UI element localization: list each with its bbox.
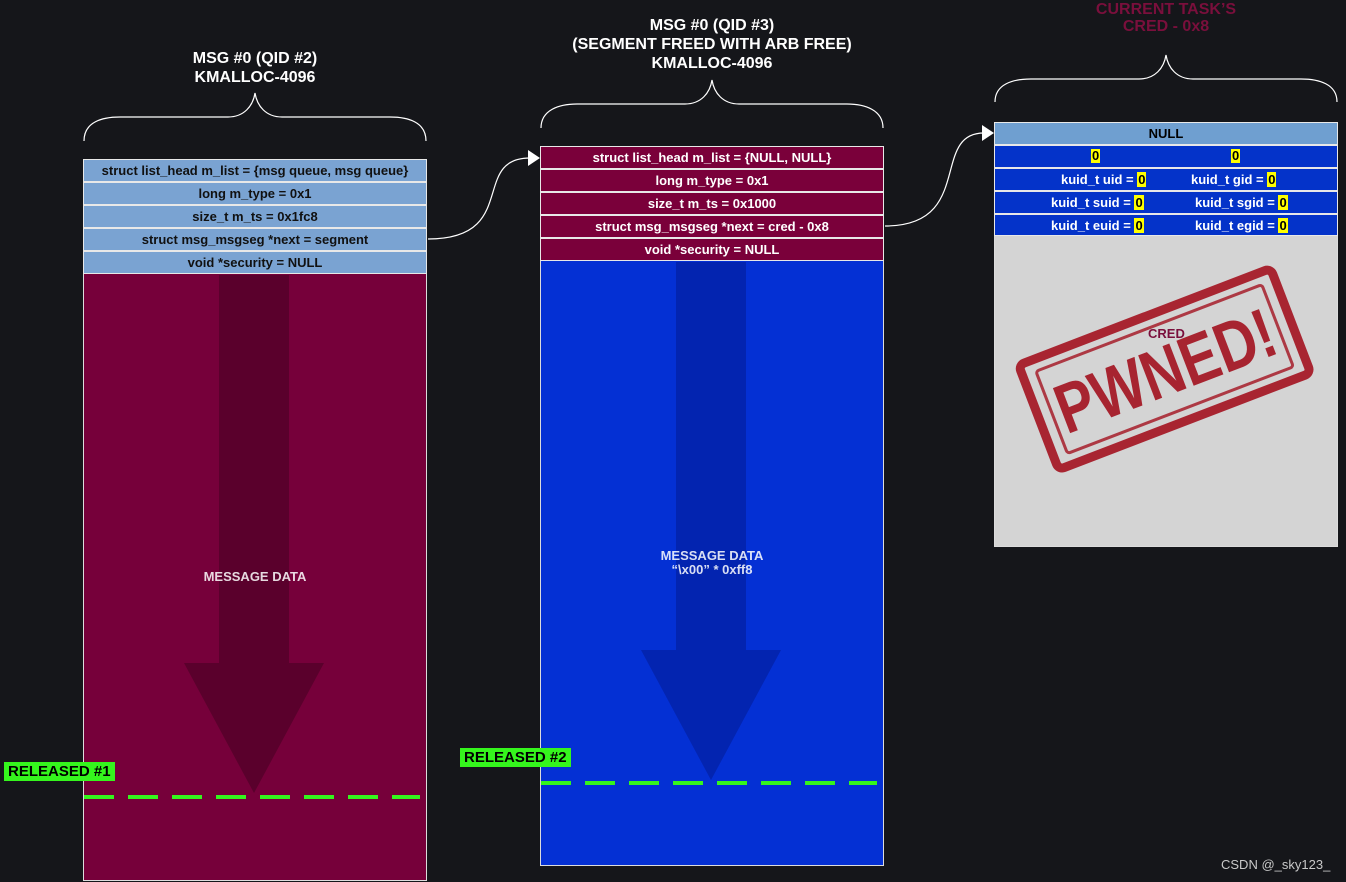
middle-field-security: void *security = NULL (540, 238, 884, 261)
left-field-security: void *security = NULL (83, 251, 427, 274)
middle-message-data-line1: MESSAGE DATA (660, 548, 764, 563)
next-pointer-1 (427, 157, 531, 240)
kuid-egid-value: 0 (1278, 218, 1288, 233)
right-title-line2: CRED - 0x8 (1122, 18, 1210, 35)
left-down-arrow (184, 275, 324, 793)
cred-zero-1: 0 (1091, 148, 1101, 163)
left-title-line1: MSG #0 (QID #2) (192, 50, 318, 67)
cred-suid-row: kuid_t suid = 0 kuid_t sgid = 0 (994, 191, 1338, 214)
kuid-gid-value: 0 (1267, 172, 1277, 187)
kuid-sgid-label: kuid_t sgid = (1195, 195, 1279, 210)
middle-field-m-ts: size_t m_ts = 0x1000 (540, 192, 884, 215)
cred-uid-row: kuid_t uid = 0 kuid_t gid = 0 (994, 168, 1338, 191)
kuid-sgid-value: 0 (1278, 195, 1288, 210)
pwned-stamp: PWNED! (1015, 265, 1314, 473)
middle-title-line1: MSG #0 (QID #3) (649, 17, 775, 34)
middle-title-line3: KMALLOC-4096 (651, 55, 773, 72)
kuid-suid-value: 0 (1134, 195, 1144, 210)
kuid-gid-label: kuid_t gid = (1191, 172, 1268, 187)
next-pointer-1-head (528, 150, 540, 166)
middle-field-m-type: long m_type = 0x1 (540, 169, 884, 192)
cred-label: CRED (1148, 326, 1185, 341)
kuid-uid-label: kuid_t uid = (1061, 172, 1138, 187)
next-pointer-2-head (982, 125, 994, 141)
middle-brace (540, 79, 884, 129)
left-field-m-ts: size_t m_ts = 0x1fc8 (83, 205, 427, 228)
left-title-line2: KMALLOC-4096 (194, 69, 316, 86)
kuid-euid-label: kuid_t euid = (1051, 218, 1135, 233)
right-brace (994, 54, 1338, 103)
kuid-suid-label: kuid_t suid = (1051, 195, 1135, 210)
middle-title: MSG #0 (QID #3) (SEGMENT FREED WITH ARB … (540, 16, 884, 73)
middle-field-next: struct msg_msgseg *next = cred - 0x8 (540, 215, 884, 238)
kuid-euid-value: 0 (1134, 218, 1144, 233)
right-title: CURRENT TASK’S CRED - 0x8 (994, 1, 1338, 35)
kuid-sgid: kuid_t sgid = 0 (1195, 192, 1288, 213)
left-message-data-label: MESSAGE DATA (203, 569, 307, 584)
kuid-uid-value: 0 (1137, 172, 1147, 187)
next-pointer-2 (884, 132, 985, 227)
cred-zero-2: 0 (1231, 148, 1241, 163)
middle-field-m-list: struct list_head m_list = {NULL, NULL} (540, 146, 884, 169)
kuid-euid: kuid_t euid = 0 (1051, 215, 1144, 236)
kuid-egid-label: kuid_t egid = (1195, 218, 1279, 233)
right-title-line1: CURRENT TASK’S (1095, 1, 1237, 18)
left-field-m-list: struct list_head m_list = {msg queue, ms… (83, 159, 427, 182)
left-title: MSG #0 (QID #2) KMALLOC-4096 (83, 49, 427, 87)
kuid-uid: kuid_t uid = 0 (1061, 169, 1147, 190)
left-field-next: struct msg_msgseg *next = segment (83, 228, 427, 251)
watermark: CSDN @_sky123_ (1221, 857, 1331, 872)
cred-null-row: NULL (994, 122, 1338, 145)
kuid-egid: kuid_t egid = 0 (1195, 215, 1288, 236)
left-brace (83, 92, 427, 142)
cred-euid-row: kuid_t euid = 0 kuid_t egid = 0 (994, 214, 1338, 236)
left-field-m-type: long m_type = 0x1 (83, 182, 427, 205)
released-1-label: RELEASED #1 (4, 762, 115, 781)
middle-down-arrow (641, 262, 781, 780)
released-1-line (84, 795, 420, 799)
middle-message-data-line2: “\x00” * 0xff8 (671, 562, 753, 577)
kuid-gid: kuid_t gid = 0 (1191, 169, 1277, 190)
middle-title-line2: (SEGMENT FREED WITH ARB FREE) (572, 36, 852, 53)
released-2-label: RELEASED #2 (460, 748, 571, 767)
kuid-suid: kuid_t suid = 0 (1051, 192, 1144, 213)
middle-message-data-label: MESSAGE DATA “\x00” * 0xff8 (540, 549, 884, 577)
cred-zero-row: 0 0 (994, 145, 1338, 168)
released-2-line (541, 781, 877, 785)
